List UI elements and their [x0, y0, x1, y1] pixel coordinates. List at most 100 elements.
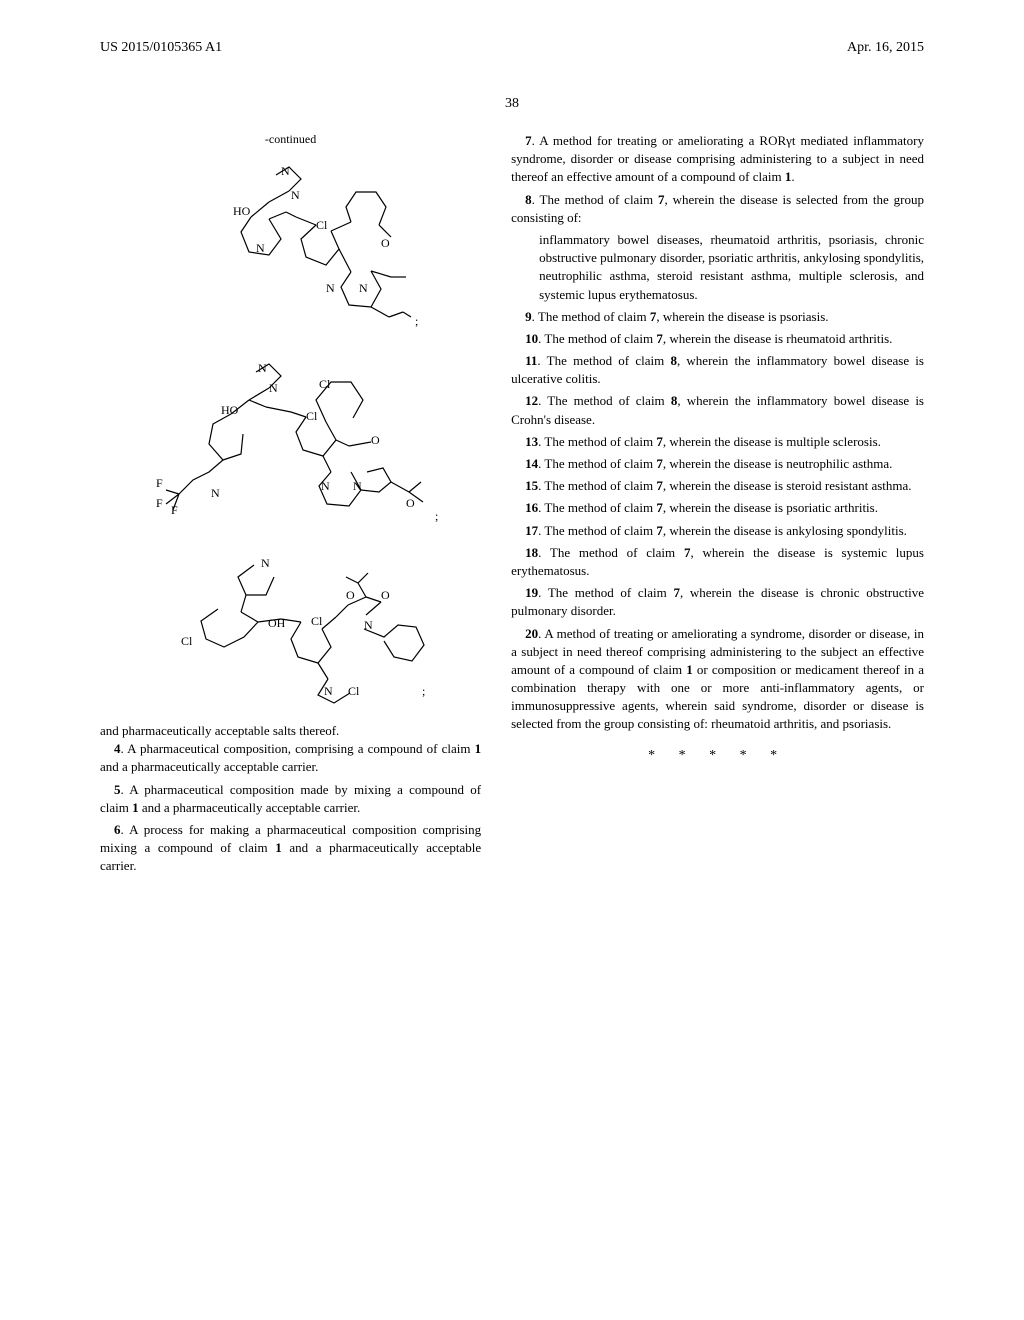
- claim-ref: 1: [275, 840, 282, 855]
- svg-text:N: N: [291, 188, 300, 202]
- claim-number: 11: [525, 353, 537, 368]
- claim-number: 7: [525, 133, 532, 148]
- svg-text:OH: OH: [268, 616, 286, 630]
- svg-text:N: N: [211, 486, 220, 500]
- claim-paragraph: 5. A pharmaceutical composition made by …: [100, 781, 481, 817]
- chemical-structure: N Cl OH Cl O O N N Cl;: [100, 547, 481, 712]
- claim-number: 15: [525, 478, 538, 493]
- svg-text:O: O: [406, 496, 415, 510]
- content-area: -continued NHONNClONN;NHOClClFFFNNONNO;N…: [0, 132, 1024, 880]
- claim-number: 6: [114, 822, 121, 837]
- claim-paragraph: 13. The method of claim 7, wherein the d…: [511, 433, 924, 451]
- svg-text:N: N: [281, 164, 290, 178]
- column-right: 7. A method for treating or ameliorating…: [511, 132, 924, 880]
- claim-paragraph: 10. The method of claim 7, wherein the d…: [511, 330, 924, 348]
- claim-paragraph: 4. A pharmaceutical composition, compris…: [100, 740, 481, 776]
- claim-ref: 1: [686, 662, 693, 677]
- claim-number: 10: [525, 331, 538, 346]
- claim-ref: 8: [671, 393, 678, 408]
- claim-paragraph: 16. The method of claim 7, wherein the d…: [511, 499, 924, 517]
- svg-text:F: F: [156, 496, 163, 510]
- chemical-structures: NHONNClONN;NHOClClFFFNNONNO;NClOHClOONNC…: [100, 157, 481, 712]
- post-chem-text: and pharmaceutically acceptable salts th…: [100, 722, 481, 740]
- claim-number: 19: [525, 585, 538, 600]
- claim-paragraph: 11. The method of claim 8, wherein the i…: [511, 352, 924, 388]
- claim-paragraph: 6. A process for making a pharmaceutical…: [100, 821, 481, 876]
- svg-text:N: N: [326, 281, 335, 295]
- claim-number: 14: [525, 456, 538, 471]
- claim-ref: 7: [684, 545, 691, 560]
- svg-text:;: ;: [422, 684, 425, 698]
- claim-number: 18: [525, 545, 538, 560]
- header-left: US 2015/0105365 A1: [100, 40, 222, 56]
- column-left: -continued NHONNClONN;NHOClClFFFNNONNO;N…: [100, 132, 481, 880]
- claim-ref: 7: [656, 478, 663, 493]
- claim-paragraph: 14. The method of claim 7, wherein the d…: [511, 455, 924, 473]
- svg-text:Cl: Cl: [348, 684, 360, 698]
- svg-text:N: N: [256, 241, 265, 255]
- claim-ref: 7: [656, 456, 663, 471]
- claim-number: 4: [114, 741, 121, 756]
- svg-text:HO: HO: [221, 403, 239, 417]
- svg-text:N: N: [321, 479, 330, 493]
- claim-number: 12: [525, 393, 538, 408]
- svg-text:O: O: [381, 588, 390, 602]
- svg-text:O: O: [371, 433, 380, 447]
- claim-ref: 7: [658, 192, 665, 207]
- claim-paragraph: 9. The method of claim 7, wherein the di…: [511, 308, 924, 326]
- svg-text:HO: HO: [233, 204, 251, 218]
- claim-ref: 1: [475, 741, 482, 756]
- claim-ref: 7: [656, 500, 663, 515]
- claim-paragraph: 20. A method of treating or ameliorating…: [511, 625, 924, 734]
- claim-paragraph: 7. A method for treating or ameliorating…: [511, 132, 924, 187]
- claim-ref: 8: [670, 353, 677, 368]
- claim-ref: 7: [656, 434, 663, 449]
- svg-text:Cl: Cl: [316, 218, 328, 232]
- left-claims: 4. A pharmaceutical composition, compris…: [100, 740, 481, 875]
- svg-text:N: N: [261, 556, 270, 570]
- page-number: 38: [0, 96, 1024, 112]
- claim-paragraph: 18. The method of claim 7, wherein the d…: [511, 544, 924, 580]
- claim-paragraph: 12. The method of claim 8, wherein the i…: [511, 392, 924, 428]
- svg-text:Cl: Cl: [319, 377, 331, 391]
- right-claims: 7. A method for treating or ameliorating…: [511, 132, 924, 734]
- claim-number: 13: [525, 434, 538, 449]
- claim-ref: 7: [650, 309, 657, 324]
- page-header: US 2015/0105365 A1 Apr. 16, 2015: [0, 0, 1024, 66]
- svg-text:O: O: [346, 588, 355, 602]
- claim-paragraph: 15. The method of claim 7, wherein the d…: [511, 477, 924, 495]
- svg-text:N: N: [353, 479, 362, 493]
- claim-paragraph: 17. The method of claim 7, wherein the d…: [511, 522, 924, 540]
- claim-number: 8: [525, 192, 532, 207]
- claim-paragraph: 19. The method of claim 7, wherein the d…: [511, 584, 924, 620]
- claim-ref: 1: [785, 169, 792, 184]
- end-stars: * * * * *: [511, 748, 924, 764]
- claim-number: 17: [525, 523, 538, 538]
- claim-ref: 1: [132, 800, 139, 815]
- claim-number: 20: [525, 626, 538, 641]
- svg-text:N: N: [324, 684, 333, 698]
- claim-paragraph: 8. The method of claim 7, wherein the di…: [511, 191, 924, 227]
- svg-text:F: F: [156, 476, 163, 490]
- svg-text:F: F: [171, 503, 178, 517]
- claim-list-item: inflammatory bowel diseases, rheumatoid …: [539, 231, 924, 304]
- svg-text:N: N: [359, 281, 368, 295]
- chemical-structure: NHOClClFFFNNONNO;: [100, 352, 481, 537]
- svg-text:N: N: [269, 381, 278, 395]
- header-right: Apr. 16, 2015: [847, 40, 924, 56]
- claim-number: 5: [114, 782, 121, 797]
- claim-ref: 7: [673, 585, 680, 600]
- svg-text:Cl: Cl: [311, 614, 323, 628]
- svg-text:;: ;: [415, 314, 418, 328]
- svg-text:O: O: [381, 236, 390, 250]
- claim-number: 9: [525, 309, 532, 324]
- svg-text:Cl: Cl: [306, 409, 318, 423]
- svg-text:N: N: [364, 618, 373, 632]
- claim-number: 16: [525, 500, 538, 515]
- svg-text:;: ;: [435, 509, 438, 523]
- chemical-structure: NHONNClONN;: [100, 157, 481, 342]
- claim-ref: 7: [656, 523, 663, 538]
- svg-text:Cl: Cl: [181, 634, 193, 648]
- svg-text:N: N: [258, 361, 267, 375]
- continued-label: -continued: [100, 132, 481, 147]
